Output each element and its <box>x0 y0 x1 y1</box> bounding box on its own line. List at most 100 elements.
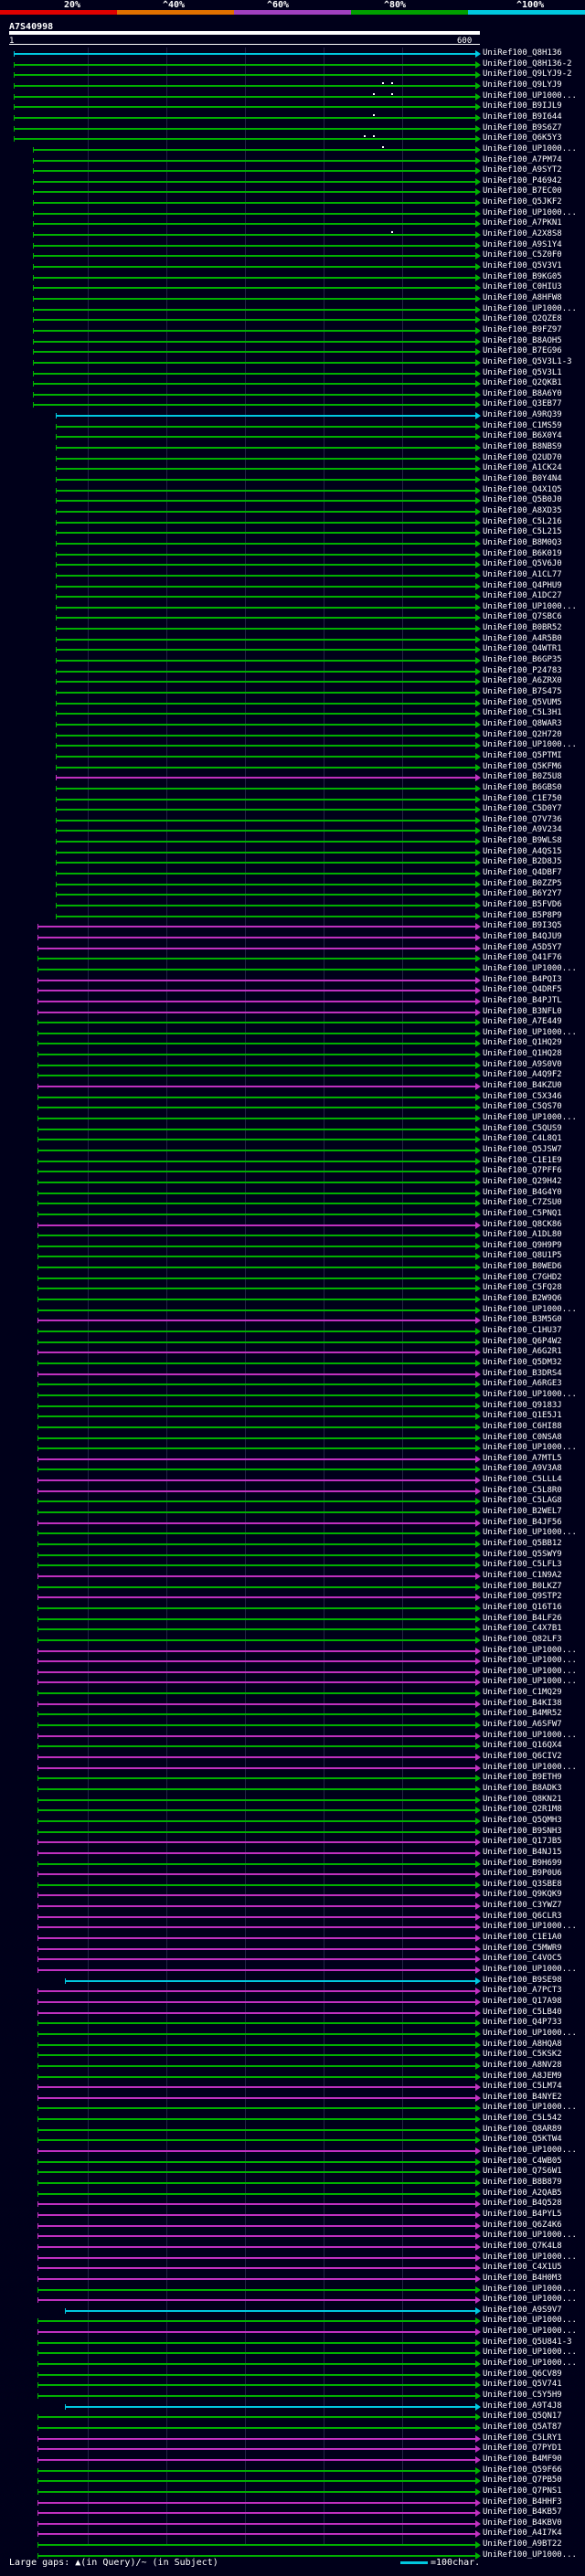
hit-bar[interactable] <box>37 2384 475 2387</box>
hit-bar[interactable] <box>14 53 475 55</box>
hit-id-link[interactable]: UniRef100_B4H0M3 <box>483 2273 562 2283</box>
hit-bar[interactable] <box>56 905 475 906</box>
hit-id-link[interactable]: UniRef100_Q5B0J0 <box>483 495 562 505</box>
hit-bar[interactable] <box>37 1352 475 1354</box>
hit-bar[interactable] <box>14 106 475 109</box>
hit-bar[interactable] <box>37 1213 475 1215</box>
hit-bar[interactable] <box>65 2405 475 2408</box>
hit-bar[interactable] <box>32 361 475 364</box>
hit-id-link[interactable]: UniRef100_C7GHD2 <box>483 1272 562 1282</box>
hit-id-link[interactable]: UniRef100_A4I7K4 <box>483 2528 562 2539</box>
hit-bar[interactable] <box>37 1862 475 1865</box>
hit-id-link[interactable]: UniRef100_UP1000... <box>483 1389 577 1399</box>
hit-id-link[interactable]: UniRef100_A2QAB5 <box>483 2188 562 2198</box>
hit-id-link[interactable]: UniRef100_B4Q528 <box>483 2199 562 2209</box>
hit-id-link[interactable]: UniRef100_B4HHF3 <box>483 2496 562 2507</box>
hit-bar[interactable] <box>56 915 475 917</box>
hit-bar[interactable] <box>37 1203 475 1205</box>
hit-id-link[interactable]: UniRef100_A6SFW7 <box>483 1720 562 1730</box>
hit-id-link[interactable]: UniRef100_A7PCT3 <box>483 1986 562 1996</box>
hit-id-link[interactable]: UniRef100_C5LB40 <box>483 2007 562 2017</box>
hit-id-link[interactable]: UniRef100_C5QUS9 <box>483 1123 562 1133</box>
hit-bar[interactable] <box>37 1415 475 1418</box>
hit-bar[interactable] <box>37 1118 475 1119</box>
hit-id-link[interactable]: UniRef100_A8JEM9 <box>483 2071 562 2081</box>
hit-id-link[interactable]: UniRef100_B8A6Y0 <box>483 388 562 398</box>
hit-id-link[interactable]: UniRef100_Q5PTMI <box>483 750 562 760</box>
hit-id-link[interactable]: UniRef100_C5LFL3 <box>483 1560 562 1570</box>
hit-bar[interactable] <box>37 1160 475 1162</box>
hit-id-link[interactable]: UniRef100_Q17JB5 <box>483 1837 562 1847</box>
hit-id-link[interactable]: UniRef100_B4NYE2 <box>483 2092 562 2102</box>
hit-id-link[interactable]: UniRef100_UP1000... <box>483 90 577 101</box>
hit-bar[interactable] <box>56 862 475 864</box>
hit-id-link[interactable]: UniRef100_UP1000... <box>483 207 577 217</box>
hit-id-link[interactable]: UniRef100_UP1000... <box>483 2348 577 2358</box>
hit-id-link[interactable]: UniRef100_C5D0Y7 <box>483 804 562 814</box>
hit-id-link[interactable]: UniRef100_Q8CK86 <box>483 1219 562 1229</box>
hit-bar[interactable] <box>37 2544 475 2547</box>
hit-bar[interactable] <box>56 532 475 535</box>
hit-id-link[interactable]: UniRef100_C5QS70 <box>483 1102 562 1112</box>
hit-bar[interactable] <box>37 1309 475 1311</box>
hit-id-link[interactable]: UniRef100_P46942 <box>483 175 562 186</box>
hit-bar[interactable] <box>32 308 475 311</box>
hit-id-link[interactable]: UniRef100_B9IJL9 <box>483 101 562 111</box>
hit-bar[interactable] <box>56 479 475 481</box>
hit-bar[interactable] <box>37 1086 475 1088</box>
hit-id-link[interactable]: UniRef100_UP1000... <box>483 2284 577 2294</box>
hit-bar[interactable] <box>37 2171 475 2174</box>
hit-id-link[interactable]: UniRef100_B4PQI3 <box>483 974 562 984</box>
hit-id-link[interactable]: UniRef100_Q8U1P5 <box>483 1251 562 1261</box>
hit-id-link[interactable]: UniRef100_UP1000... <box>483 2252 577 2262</box>
hit-id-link[interactable]: UniRef100_C5L3H1 <box>483 708 562 718</box>
hit-id-link[interactable]: UniRef100_B8B879 <box>483 2178 562 2187</box>
hit-id-link[interactable]: UniRef100_Q5QN17 <box>483 2412 562 2422</box>
hit-id-link[interactable]: UniRef100_Q16QX4 <box>483 1741 562 1751</box>
hit-bar[interactable] <box>32 191 475 194</box>
hit-id-link[interactable]: UniRef100_B9SNH3 <box>483 1826 562 1836</box>
hit-id-link[interactable]: UniRef100_Q1HQ29 <box>483 1038 562 1048</box>
hit-id-link[interactable]: UniRef100_Q3SBE8 <box>483 1879 562 1889</box>
hit-bar[interactable] <box>37 1426 475 1428</box>
hit-id-link[interactable]: UniRef100_UP1000... <box>483 740 577 750</box>
hit-bar[interactable] <box>37 2512 475 2515</box>
hit-id-link[interactable]: UniRef100_C1E1E9 <box>483 1155 562 1165</box>
hit-id-link[interactable]: UniRef100_UP1000... <box>483 2146 577 2156</box>
hit-bar[interactable] <box>37 1500 475 1503</box>
hit-bar[interactable] <box>37 1734 475 1737</box>
hit-id-link[interactable]: UniRef100_Q4DRF5 <box>483 985 562 995</box>
hit-id-link[interactable]: UniRef100_A1CL77 <box>483 569 562 579</box>
hit-bar[interactable] <box>37 2437 475 2440</box>
hit-id-link[interactable]: UniRef100_A7PM74 <box>483 154 562 164</box>
hit-bar[interactable] <box>32 244 475 247</box>
hit-bar[interactable] <box>37 2032 475 2035</box>
hit-id-link[interactable]: UniRef100_UP1000... <box>483 1730 577 1740</box>
hit-id-link[interactable]: UniRef100_A9S1Y4 <box>483 239 562 249</box>
hit-bar[interactable] <box>56 830 475 832</box>
hit-id-link[interactable]: UniRef100_B9WLS8 <box>483 836 562 846</box>
hit-id-link[interactable]: UniRef100_A4Q9F2 <box>483 1070 562 1080</box>
hit-id-link[interactable]: UniRef100_UP1000... <box>483 601 577 611</box>
hit-id-link[interactable]: UniRef100_B9S6Z7 <box>483 122 562 133</box>
hit-bar[interactable] <box>37 1256 475 1258</box>
hit-bar[interactable] <box>56 681 475 684</box>
hit-bar[interactable] <box>37 2182 475 2184</box>
hit-id-link[interactable]: UniRef100_C1HU37 <box>483 1326 562 1335</box>
hit-id-link[interactable]: UniRef100_B5P8P9 <box>483 910 562 920</box>
hit-bar[interactable] <box>37 2501 475 2504</box>
hit-id-link[interactable]: UniRef100_B6Y2Y7 <box>483 889 562 899</box>
hit-id-link[interactable]: UniRef100_B8NBS9 <box>483 442 562 452</box>
hit-bar[interactable] <box>56 489 475 492</box>
hit-bar[interactable] <box>37 1011 475 1013</box>
hit-id-link[interactable]: UniRef100_Q4X1Q5 <box>483 484 562 494</box>
hit-bar[interactable] <box>37 1405 475 1407</box>
hit-id-link[interactable]: UniRef100_Q4DBF7 <box>483 868 562 878</box>
hit-bar[interactable] <box>37 2341 475 2344</box>
hit-id-link[interactable]: UniRef100_UP1000... <box>483 303 577 313</box>
hit-bar[interactable] <box>37 2426 475 2429</box>
hit-id-link[interactable]: UniRef100_Q5SWY9 <box>483 1549 562 1559</box>
hit-bar[interactable] <box>37 2118 475 2121</box>
hit-id-link[interactable]: UniRef100_Q9STP2 <box>483 1592 562 1602</box>
hit-id-link[interactable]: UniRef100_B3DRS4 <box>483 1368 562 1378</box>
